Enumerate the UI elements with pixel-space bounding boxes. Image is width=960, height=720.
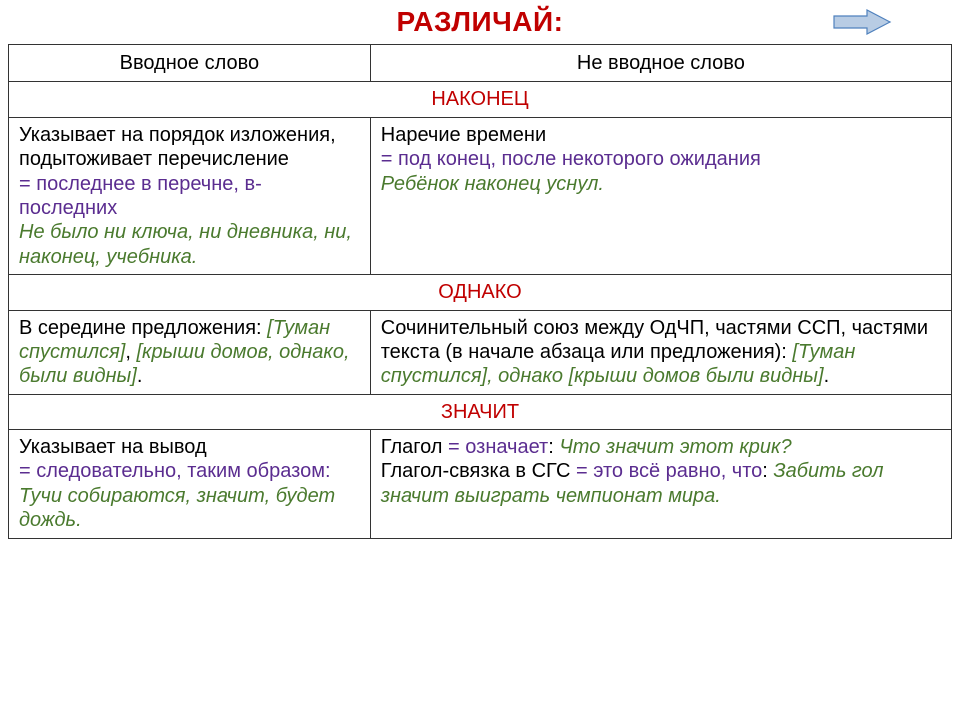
text-mid: , однако: [487, 365, 569, 387]
text: Указывает на порядок изложения, подытожи…: [19, 124, 336, 170]
text-purple: = последнее в перечне, в-последних: [19, 173, 262, 219]
text: Указывает на вывод: [19, 436, 207, 458]
comparison-table: Вводное слово Не вводное слово НАКОНЕЦ У…: [8, 44, 952, 539]
text-green: [крыши домов были видны]: [569, 365, 824, 387]
text-purple: = означает: [448, 436, 548, 458]
odnako-left: В середине предложения: [Туман спустился…: [9, 310, 371, 394]
arrow-icon: [832, 8, 892, 36]
text-purple: = это всё равно, что: [576, 460, 762, 482]
content-row-nakonets: Указывает на порядок изложения, подытожи…: [9, 117, 952, 274]
section-row-odnako: ОДНАКО: [9, 275, 952, 310]
page-container: РАЗЛИЧАЙ: Вводное слово Не вводное слово…: [0, 0, 960, 545]
content-row-odnako: В середине предложения: [Туман спустился…: [9, 310, 952, 394]
section-nakonets: НАКОНЕЦ: [9, 82, 952, 117]
text-purple: = под конец, после некоторого ожидания: [381, 148, 761, 170]
text-green: Не было ни ключа, ни дневника, ни, након…: [19, 221, 352, 267]
znachit-left: Указывает на вывод = следовательно, таки…: [9, 430, 371, 539]
text: .: [137, 365, 143, 387]
text-purple: = следовательно, таким образом:: [19, 460, 331, 482]
text-green: Что значит этот крик?: [559, 436, 791, 458]
text: ,: [125, 341, 136, 363]
nakonets-right: Наречие времени = под конец, после некот…: [370, 117, 951, 274]
title-row: РАЗЛИЧАЙ:: [8, 6, 952, 38]
text-green: Ребёнок наконец уснул.: [381, 173, 604, 195]
text: :: [762, 460, 773, 482]
section-znachit: ЗНАЧИТ: [9, 394, 952, 429]
odnako-right: Сочинительный союз между ОдЧП, частями С…: [370, 310, 951, 394]
section-odnako: ОДНАКО: [9, 275, 952, 310]
text: Наречие времени: [381, 124, 546, 146]
header-left: Вводное слово: [9, 45, 371, 82]
section-row-nakonets: НАКОНЕЦ: [9, 82, 952, 117]
text: В середине предложения:: [19, 317, 267, 339]
header-row: Вводное слово Не вводное слово: [9, 45, 952, 82]
text: :: [548, 436, 559, 458]
page-title: РАЗЛИЧАЙ:: [397, 6, 564, 37]
text-green: Тучи собираются, значит, будет дождь.: [19, 485, 335, 531]
header-right: Не вводное слово: [370, 45, 951, 82]
section-row-znachit: ЗНАЧИТ: [9, 394, 952, 429]
text: Глагол-связка в СГС: [381, 460, 576, 482]
nakonets-left: Указывает на порядок изложения, подытожи…: [9, 117, 371, 274]
text: Глагол: [381, 436, 448, 458]
znachit-right: Глагол = означает: Что значит этот крик?…: [370, 430, 951, 539]
content-row-znachit: Указывает на вывод = следовательно, таки…: [9, 430, 952, 539]
text: .: [824, 365, 830, 387]
